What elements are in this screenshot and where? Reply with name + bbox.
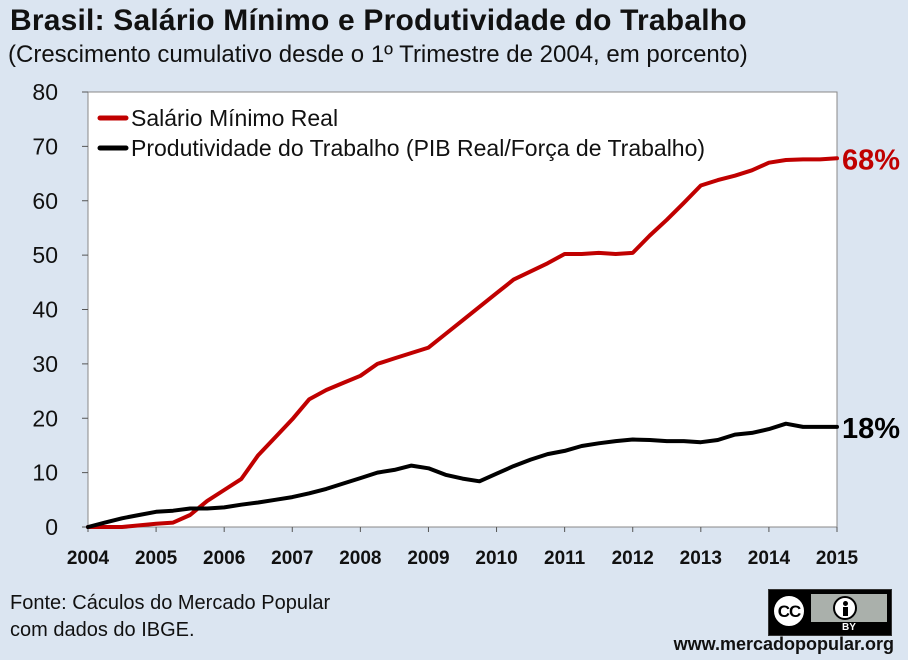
series-line-2 xyxy=(86,421,839,529)
x-tick-label: 2006 xyxy=(203,548,245,569)
source-line-2: com dados do IBGE. xyxy=(10,619,195,641)
x-tick-label: 2014 xyxy=(748,548,791,569)
y-tick-label: 80 xyxy=(32,79,58,105)
cc-by-license-badge[interactable]: CC BY xyxy=(768,589,892,636)
x-tick-label: 2012 xyxy=(612,548,654,569)
website-link[interactable]: www.mercadopopular.org xyxy=(673,634,894,654)
chart-subtitle: (Crescimento cumulativo desde o 1º Trime… xyxy=(8,41,748,68)
attribution-person-icon xyxy=(833,596,857,620)
end-value-label-2: 18% xyxy=(842,413,900,445)
x-tick-label: 2005 xyxy=(135,548,178,569)
x-tick-label: 2007 xyxy=(271,548,313,569)
end-value-label-1: 68% xyxy=(842,144,900,176)
x-tick-label: 2009 xyxy=(407,548,449,569)
y-tick-label: 70 xyxy=(32,133,58,159)
source-line-1: Fonte: Cáculos do Mercado Popular xyxy=(10,592,331,614)
x-tick-label: 2008 xyxy=(339,548,381,569)
cc-icon: CC xyxy=(771,593,807,629)
x-tick-label: 2010 xyxy=(475,548,517,569)
y-tick-label: 30 xyxy=(32,351,58,377)
x-tick-label: 2011 xyxy=(544,548,586,569)
x-tick-label: 2013 xyxy=(680,548,722,569)
y-tick-label: 50 xyxy=(32,242,58,268)
y-tick-label: 10 xyxy=(32,460,58,486)
legend-label-1: Salário Mínimo Real xyxy=(131,105,338,131)
x-tick-label: 2015 xyxy=(816,548,859,569)
source-note: Fonte: Cáculos do Mercado Popular com da… xyxy=(10,590,330,644)
plot-area xyxy=(87,91,838,528)
y-tick-label: 40 xyxy=(32,297,58,323)
x-tick-label: 2004 xyxy=(67,548,110,569)
y-tick-label: 60 xyxy=(32,188,58,214)
y-tick-label: 0 xyxy=(45,514,58,540)
chart-title: Brasil: Salário Mínimo e Produtividade d… xyxy=(10,4,747,37)
y-tick-label: 20 xyxy=(32,405,58,431)
by-label: BY xyxy=(842,622,856,633)
legend-label-2: Produtividade do Trabalho (PIB Real/Forç… xyxy=(131,135,705,161)
series-line-1 xyxy=(86,156,839,529)
